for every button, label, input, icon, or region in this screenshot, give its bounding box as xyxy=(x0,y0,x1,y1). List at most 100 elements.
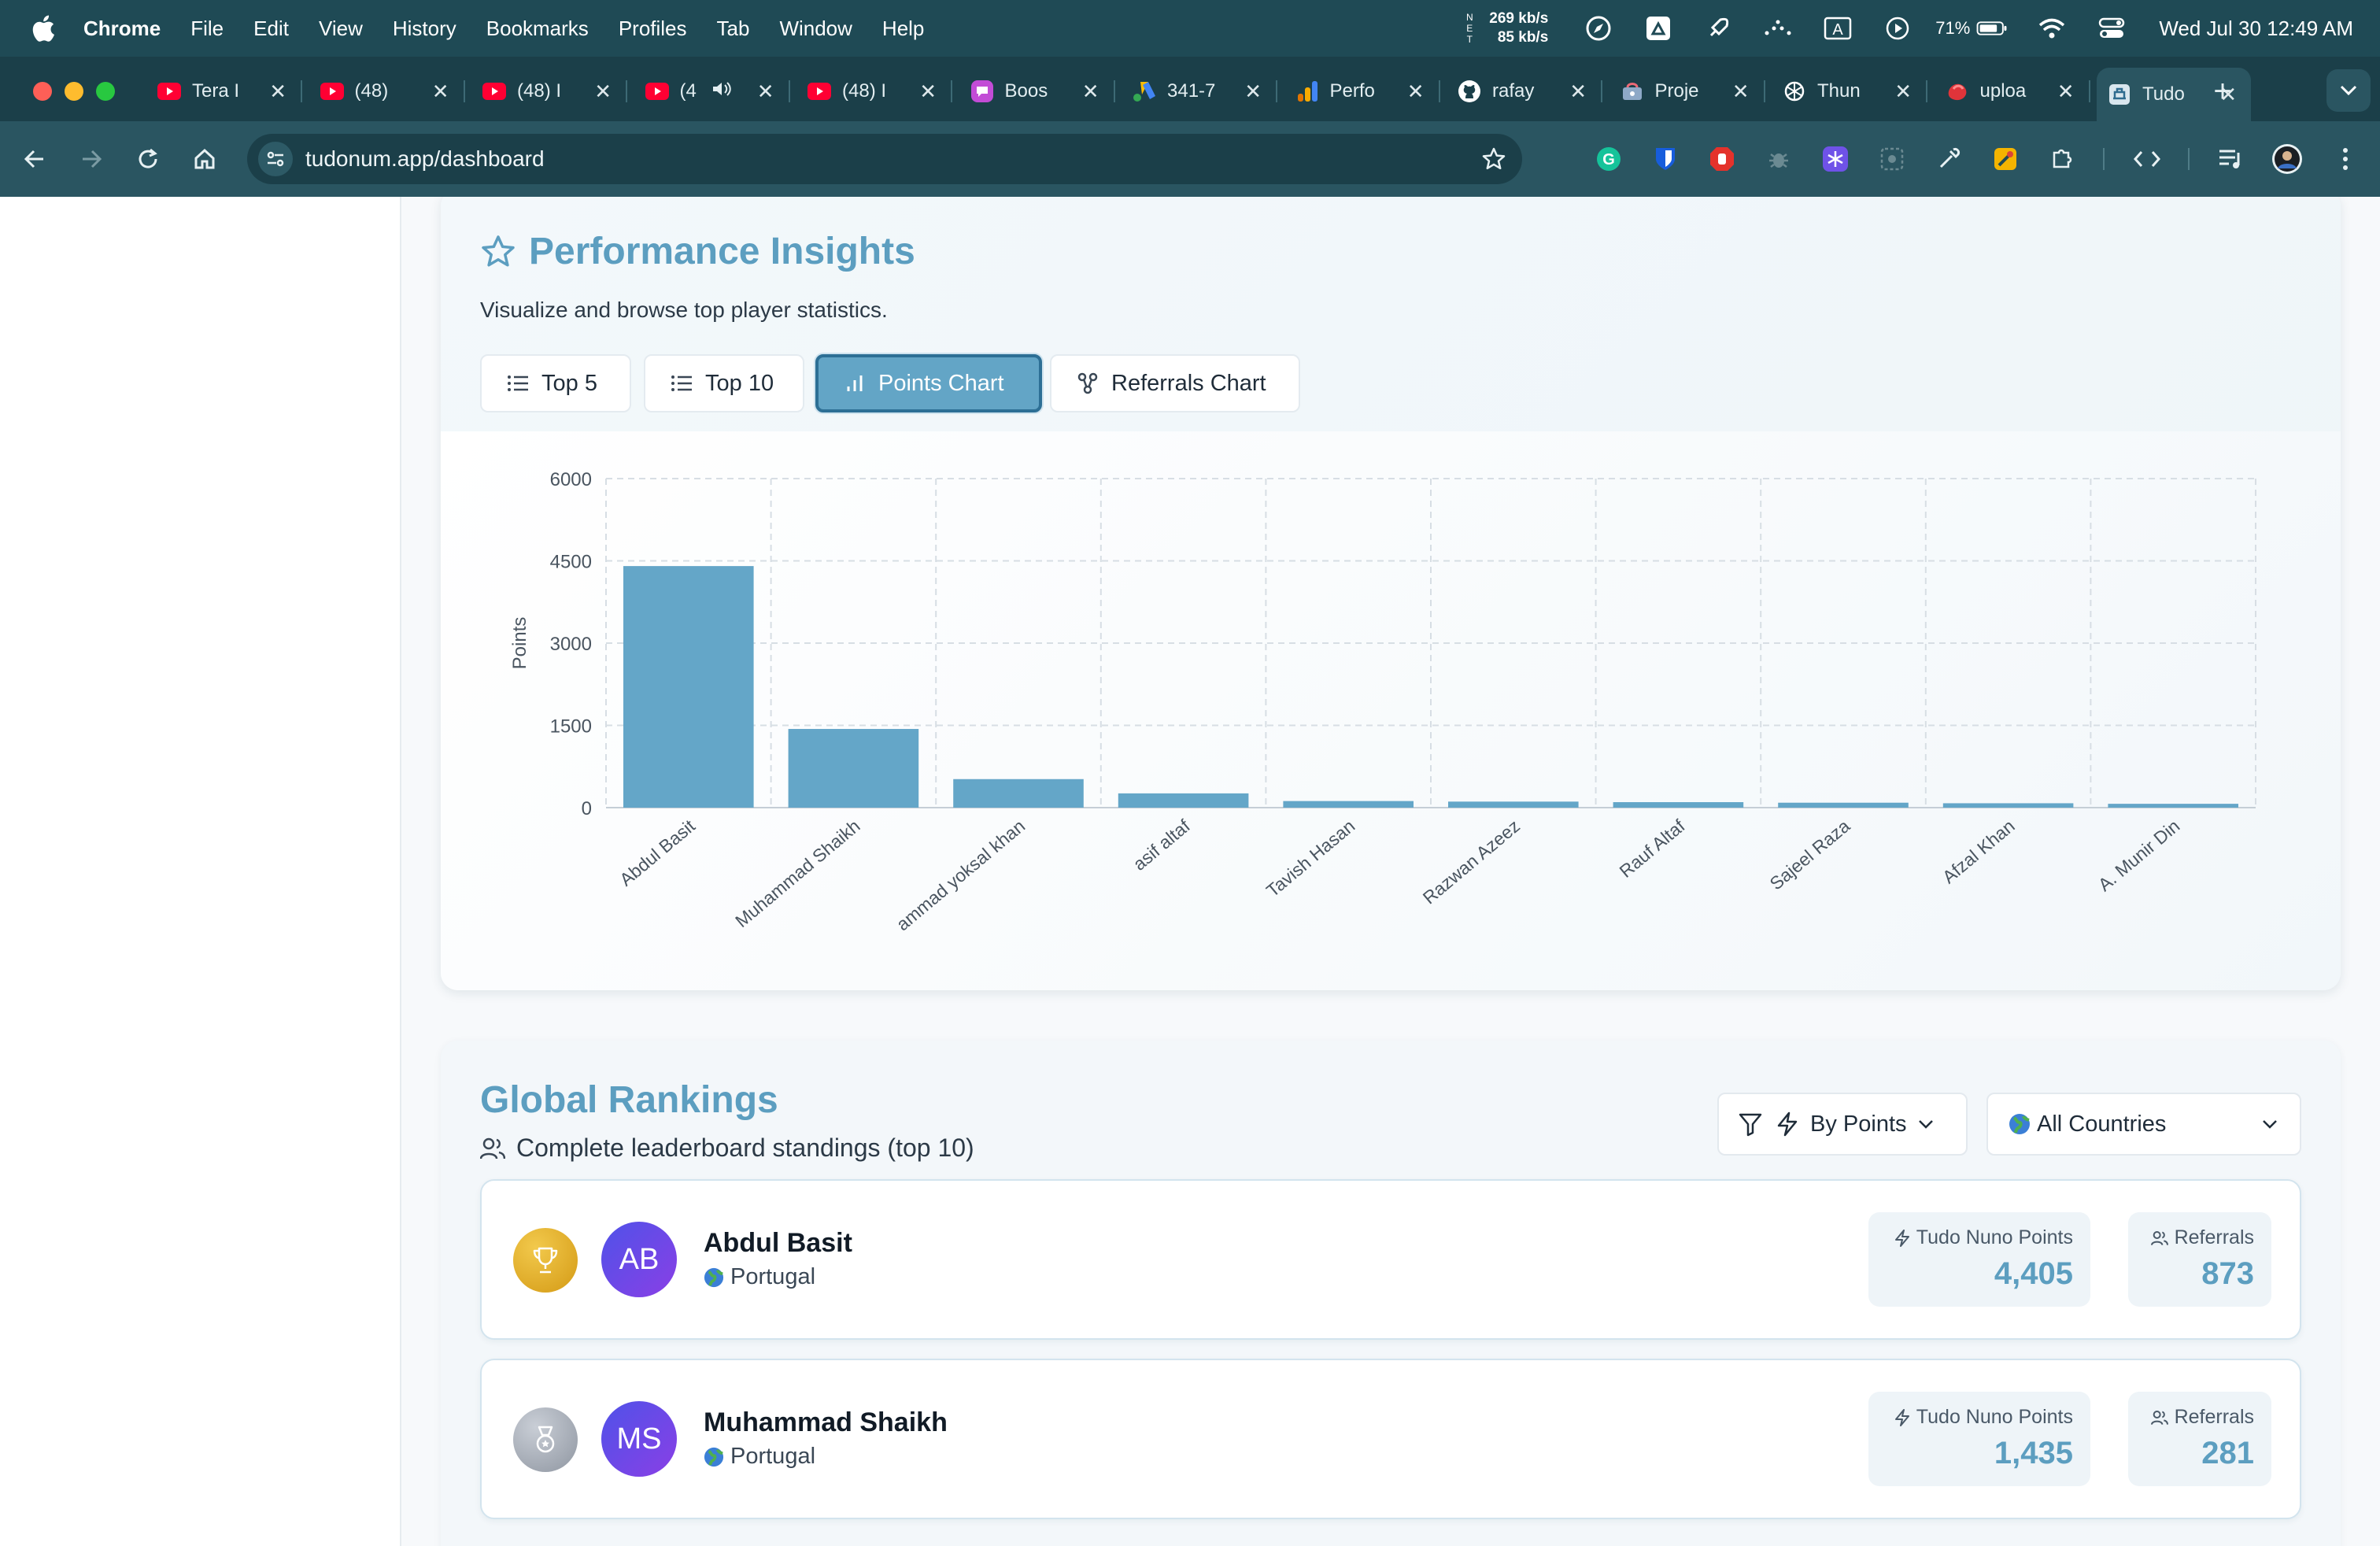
close-tab-icon[interactable]: ✕ xyxy=(1894,79,1912,103)
rocket-status-icon[interactable] xyxy=(1702,14,1734,43)
window-minimize-button[interactable] xyxy=(65,82,83,101)
close-tab-icon[interactable]: ✕ xyxy=(269,79,286,103)
top5-button[interactable]: Top 5 xyxy=(480,354,631,412)
bitwarden-extension-icon[interactable] xyxy=(1650,143,1681,175)
close-tab-icon[interactable]: ✕ xyxy=(1244,79,1262,103)
browser-tab[interactable]: Thun ✕ xyxy=(1772,68,1927,115)
browser-tab[interactable]: Proje ✕ xyxy=(1609,68,1765,115)
country-select[interactable]: All Countries xyxy=(1986,1093,2301,1156)
points-stat-label: Tudo Nuno Points xyxy=(1916,1226,2073,1248)
reload-button[interactable] xyxy=(129,140,167,178)
bar xyxy=(1778,802,1909,808)
star-icon xyxy=(482,235,515,267)
browser-tab[interactable]: (48) ✕ xyxy=(309,68,465,115)
x-tick-label: ammad yoksal khan xyxy=(893,816,1029,934)
adblock-extension-icon[interactable] xyxy=(1706,143,1738,175)
eyedropper-extension-icon[interactable] xyxy=(1933,143,1964,175)
menu-app-name[interactable]: Chrome xyxy=(83,16,161,40)
drive-status-icon[interactable] xyxy=(1643,14,1674,43)
browser-tab[interactable]: (48) I ✕ xyxy=(471,68,627,115)
color-picker-extension-icon[interactable] xyxy=(1990,143,2021,175)
site-info-icon[interactable] xyxy=(258,142,293,176)
input-source-icon[interactable]: A xyxy=(1822,14,1853,43)
close-tab-icon[interactable]: ✕ xyxy=(2057,79,2075,103)
browser-tab[interactable]: rafay ✕ xyxy=(1447,68,1602,115)
forward-button[interactable] xyxy=(72,140,110,178)
battery-icon[interactable] xyxy=(1976,14,2008,43)
grammarly-extension-icon[interactable]: G xyxy=(1593,143,1624,175)
close-tab-icon[interactable]: ✕ xyxy=(594,79,612,103)
window-close-button[interactable] xyxy=(33,82,52,101)
lightning-icon xyxy=(1777,1111,1798,1137)
browser-tab[interactable]: 341-7 ✕ xyxy=(1122,68,1277,115)
bug-extension-icon[interactable] xyxy=(1763,143,1794,175)
browser-tab[interactable]: Boos ✕ xyxy=(959,68,1115,115)
speaker-icon[interactable] xyxy=(711,80,732,103)
tab-separator xyxy=(1601,80,1602,102)
points-stat: Tudo Nuno Points 1,435 xyxy=(1868,1392,2090,1486)
bookmark-star-icon[interactable] xyxy=(1481,146,1506,172)
top10-button[interactable]: Top 10 xyxy=(644,354,804,412)
new-tab-button[interactable]: + xyxy=(2213,74,2232,109)
menu-profiles[interactable]: Profiles xyxy=(618,16,687,40)
devtools-code-icon[interactable] xyxy=(2131,143,2163,175)
bar xyxy=(2108,804,2238,808)
close-tab-icon[interactable]: ✕ xyxy=(1731,79,1750,103)
play-status-icon[interactable] xyxy=(1882,14,1913,43)
close-tab-icon[interactable]: ✕ xyxy=(1406,79,1425,103)
sort-by-select[interactable]: By Points xyxy=(1717,1093,1968,1156)
browser-tab[interactable]: Perfo ✕ xyxy=(1284,68,1440,115)
menu-help[interactable]: Help xyxy=(881,16,925,40)
wifi-icon[interactable] xyxy=(2036,14,2068,43)
close-tab-icon[interactable]: ✕ xyxy=(2219,82,2237,106)
x-tick-label: Razwan Azeez xyxy=(1419,816,1524,908)
menu-view[interactable]: View xyxy=(318,16,363,40)
browser-tab[interactable]: (48) I ✕ xyxy=(796,68,952,115)
player-name: Abdul Basit xyxy=(704,1228,852,1258)
back-button[interactable] xyxy=(16,140,54,178)
menu-bookmarks[interactable]: Bookmarks xyxy=(486,16,589,40)
browser-tab[interactable]: Tera I ✕ xyxy=(146,68,302,115)
player-name: Muhammad Shaikh xyxy=(704,1407,948,1437)
compass-status-icon[interactable] xyxy=(1583,14,1614,43)
browser-tab[interactable]: Tudo ✕ xyxy=(2097,68,2251,121)
close-tab-icon[interactable]: ✕ xyxy=(1081,79,1099,103)
home-button[interactable] xyxy=(186,140,224,178)
menu-file[interactable]: File xyxy=(190,16,224,40)
referrals-chart-label: Referrals Chart xyxy=(1111,370,1266,396)
menu-history[interactable]: History xyxy=(392,16,456,40)
browser-tab[interactable]: uploa ✕ xyxy=(1935,68,2090,115)
menu-window[interactable]: Window xyxy=(779,16,852,40)
chrome-menu-icon[interactable] xyxy=(2330,143,2361,175)
profile-avatar-icon[interactable] xyxy=(2271,143,2303,175)
window-zoom-button[interactable] xyxy=(96,82,115,101)
menubar-clock[interactable]: Wed Jul 30 12:49 AM xyxy=(2159,16,2353,40)
ranking-row[interactable]: MS Muhammad Shaikh Portugal Tudo Nuno Po… xyxy=(480,1359,2301,1519)
browser-tab[interactable]: (4 ✕ xyxy=(634,68,790,115)
menu-edit[interactable]: Edit xyxy=(253,16,289,40)
puzzle-extensions-icon[interactable] xyxy=(2046,143,2078,175)
media-controls-icon[interactable] xyxy=(2215,143,2246,175)
tab-separator xyxy=(788,80,790,102)
performance-insights-card: Performance Insights Visualize and brows… xyxy=(441,197,2341,990)
snowflake-extension-icon[interactable] xyxy=(1820,143,1851,175)
close-tab-icon[interactable]: ✕ xyxy=(1569,79,1587,103)
points-chart-button[interactable]: Points Chart xyxy=(815,354,1042,412)
chat-bubble-icon xyxy=(970,80,994,103)
referrals-chart-button[interactable]: Referrals Chart xyxy=(1050,354,1300,412)
apple-logo-icon[interactable] xyxy=(30,14,55,43)
tab-search-button[interactable] xyxy=(2326,69,2371,112)
menu-tab[interactable]: Tab xyxy=(716,16,750,40)
rankings-subtitle: Complete leaderboard standings (top 10) xyxy=(516,1134,974,1162)
close-tab-icon[interactable]: ✕ xyxy=(919,79,937,103)
dots-status-icon[interactable] xyxy=(1762,14,1794,43)
address-url[interactable]: tudonum.app/dashboard xyxy=(305,146,545,171)
close-tab-icon[interactable]: ✕ xyxy=(431,79,449,103)
address-bar[interactable]: tudonum.app/dashboard xyxy=(247,134,1522,184)
control-center-icon[interactable] xyxy=(2096,14,2127,43)
ranking-row[interactable]: AB Abdul Basit Portugal Tudo Nuno Points… xyxy=(480,1179,2301,1340)
close-tab-icon[interactable]: ✕ xyxy=(756,79,774,103)
screenshot-extension-icon[interactable] xyxy=(1876,143,1908,175)
browser-tab-title: (48) xyxy=(354,80,389,102)
